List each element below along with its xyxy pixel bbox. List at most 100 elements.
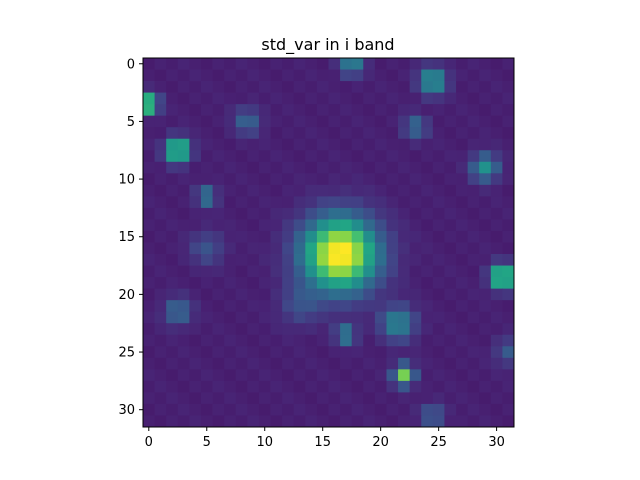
heatmap-cell bbox=[154, 196, 167, 209]
heatmap-cell bbox=[258, 346, 271, 359]
heatmap-cell bbox=[456, 115, 469, 128]
heatmap-cell bbox=[409, 230, 422, 243]
heatmap-cell bbox=[444, 58, 457, 70]
heatmap-cell bbox=[200, 92, 213, 105]
heatmap-cell bbox=[363, 300, 376, 313]
heatmap-cell bbox=[258, 265, 271, 278]
heatmap-cell bbox=[340, 288, 353, 301]
heatmap-cell bbox=[189, 230, 202, 243]
heatmap-cell bbox=[316, 380, 329, 393]
heatmap-cell bbox=[351, 115, 364, 128]
heatmap-cell bbox=[444, 104, 457, 117]
heatmap-cell bbox=[177, 346, 190, 359]
heatmap-cell bbox=[224, 392, 237, 405]
heatmap-cell bbox=[316, 69, 329, 82]
heatmap-cell bbox=[421, 323, 434, 336]
heatmap-cell bbox=[282, 150, 295, 163]
heatmap-cell bbox=[467, 403, 480, 416]
heatmap-cell bbox=[166, 403, 179, 416]
heatmap-cell bbox=[235, 161, 248, 174]
x-tick-label: 25 bbox=[430, 435, 447, 450]
heatmap-cell bbox=[224, 92, 237, 105]
heatmap-cell bbox=[270, 277, 283, 290]
heatmap-cell bbox=[282, 334, 295, 347]
heatmap-cell bbox=[305, 311, 318, 324]
heatmap-cell bbox=[224, 150, 237, 163]
heatmap-cell bbox=[166, 196, 179, 209]
heatmap-cell bbox=[305, 230, 318, 243]
heatmap-cell bbox=[363, 104, 376, 117]
heatmap-cell bbox=[189, 380, 202, 393]
heatmap-cell bbox=[386, 173, 399, 186]
heatmap-cell bbox=[143, 219, 155, 232]
heatmap-cell bbox=[421, 104, 434, 117]
heatmap-cell bbox=[293, 104, 306, 117]
heatmap-cell bbox=[143, 127, 155, 140]
heatmap-cell bbox=[247, 115, 260, 128]
heatmap-cell bbox=[467, 300, 480, 313]
heatmap-cell bbox=[398, 254, 411, 266]
heatmap-cell bbox=[432, 150, 445, 163]
heatmap-cell bbox=[166, 69, 179, 82]
heatmap-cell bbox=[421, 69, 434, 82]
heatmap-cell bbox=[351, 184, 364, 197]
heatmap-cell bbox=[154, 104, 167, 117]
heatmap-cell bbox=[502, 196, 515, 209]
heatmap-cell bbox=[340, 115, 353, 128]
heatmap-cell bbox=[189, 138, 202, 151]
heatmap-cell bbox=[328, 127, 341, 140]
heatmap-cell bbox=[235, 265, 248, 278]
heatmap-cell bbox=[328, 161, 341, 174]
heatmap-cell bbox=[490, 254, 503, 266]
heatmap-cell bbox=[490, 207, 503, 220]
heatmap-cell bbox=[409, 357, 422, 370]
heatmap-cell bbox=[224, 415, 237, 428]
heatmap-cell bbox=[189, 184, 202, 197]
heatmap-cell bbox=[177, 403, 190, 416]
heatmap-cell bbox=[479, 357, 492, 370]
heatmap-cell bbox=[293, 230, 306, 243]
heatmap-cell bbox=[479, 219, 492, 232]
heatmap-cell bbox=[293, 58, 306, 70]
heatmap-cell bbox=[467, 277, 480, 290]
heatmap-cell bbox=[351, 311, 364, 324]
x-tick-label: 0 bbox=[145, 435, 153, 450]
heatmap-cell bbox=[328, 196, 341, 209]
heatmap-cell bbox=[502, 277, 515, 290]
heatmap-cell bbox=[189, 415, 202, 428]
heatmap-cell bbox=[374, 369, 387, 382]
heatmap-cell bbox=[212, 138, 225, 151]
heatmap-cell bbox=[374, 334, 387, 347]
heatmap-cell bbox=[432, 323, 445, 336]
heatmap-cell bbox=[305, 184, 318, 197]
heatmap-cell bbox=[293, 403, 306, 416]
heatmap-cell bbox=[502, 300, 515, 313]
heatmap-cell bbox=[421, 334, 434, 347]
heatmap-cell bbox=[316, 369, 329, 382]
heatmap-cell bbox=[154, 403, 167, 416]
heatmap-cell bbox=[502, 219, 515, 232]
heatmap-cell bbox=[328, 369, 341, 382]
heatmap-cell bbox=[398, 311, 411, 324]
heatmap-cell bbox=[166, 288, 179, 301]
heatmap-cell bbox=[328, 242, 341, 255]
heatmap-cell bbox=[340, 311, 353, 324]
heatmap-cell bbox=[467, 288, 480, 301]
heatmap-cell bbox=[351, 334, 364, 347]
heatmap-cell bbox=[409, 92, 422, 105]
heatmap-cell bbox=[200, 403, 213, 416]
heatmap-cell bbox=[224, 230, 237, 243]
heatmap-cell bbox=[177, 150, 190, 163]
heatmap-cell bbox=[282, 392, 295, 405]
heatmap-cell bbox=[421, 346, 434, 359]
heatmap-cell bbox=[189, 277, 202, 290]
heatmap-cell bbox=[444, 380, 457, 393]
heatmap-cell bbox=[340, 150, 353, 163]
heatmap-cell bbox=[479, 369, 492, 382]
heatmap-cell bbox=[177, 300, 190, 313]
heatmap-cell bbox=[224, 323, 237, 336]
heatmap-cell bbox=[143, 207, 155, 220]
heatmap-cell bbox=[166, 230, 179, 243]
heatmap-cell bbox=[374, 265, 387, 278]
heatmap-cell bbox=[363, 311, 376, 324]
